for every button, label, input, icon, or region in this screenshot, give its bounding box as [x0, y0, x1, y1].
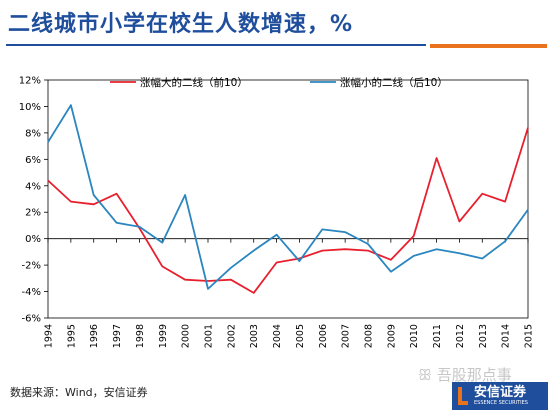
legend-label: 涨幅小的二线（后10）	[340, 76, 448, 89]
x-tick-label: 2007	[341, 324, 352, 348]
x-tick-label: 2000	[181, 324, 192, 348]
series-line-bottom10	[47, 104, 529, 290]
logo-mark-icon	[458, 387, 468, 405]
x-tick-label: 2013	[478, 324, 489, 348]
y-tick-label: 4%	[25, 181, 41, 192]
title-rule-accent	[430, 44, 547, 48]
x-tick-label: 2010	[409, 324, 420, 348]
data-source: 数据来源：Wind，安信证券	[10, 386, 148, 399]
x-tick-label: 2012	[455, 324, 466, 348]
y-tick-label: 8%	[25, 128, 41, 139]
x-tick-label: 1998	[135, 324, 146, 348]
series-line-top10	[47, 127, 529, 294]
watermark: ꕥ 吾股那点事	[418, 366, 512, 384]
x-tick-label: 1997	[112, 324, 123, 348]
x-tick-label: 2008	[364, 324, 375, 348]
x-tick-label: 2004	[272, 324, 283, 348]
y-tick-label: 10%	[19, 102, 41, 113]
y-tick-label: 2%	[25, 208, 41, 219]
y-tick-label: 6%	[25, 155, 41, 166]
x-tick-label: 2006	[318, 324, 329, 348]
y-tick-label: -6%	[22, 314, 41, 325]
x-tick-label: 2001	[204, 324, 215, 348]
chart-title: 二线城市小学在校生人数增速，%	[8, 12, 354, 37]
x-tick-label: 2003	[249, 324, 260, 348]
x-tick-label: 1996	[89, 324, 100, 348]
x-tick-label: 1994	[44, 324, 55, 348]
title-rule	[6, 44, 426, 46]
x-tick-label: 2009	[386, 324, 397, 348]
x-tick-label: 2005	[295, 324, 306, 348]
x-tick-label: 2014	[501, 324, 512, 348]
y-tick-label: -2%	[22, 261, 41, 272]
logo-name-en: ESSENCE SECURITIES	[474, 400, 528, 406]
x-tick-label: 2015	[524, 324, 535, 348]
x-tick-label: 2011	[432, 324, 443, 348]
y-tick-label: 0%	[25, 234, 41, 245]
legend-label: 涨幅大的二线（前10）	[140, 76, 248, 89]
x-tick-label: 1995	[66, 324, 77, 348]
y-tick-label: -4%	[22, 287, 41, 298]
line-chart: 12% 10% 8% 6% 4% 2% 0% -2% -4% -6%1994 1995 1996 199…	[19, 76, 535, 349]
y-tick-label: 12%	[19, 76, 41, 87]
plot-frame	[47, 79, 529, 319]
x-tick-label: 1999	[158, 324, 169, 348]
company-logo: 安信证券 ESSENCE SECURITIES	[452, 382, 548, 410]
x-tick-label: 2002	[226, 324, 237, 348]
logo-name-cn: 安信证券	[474, 385, 527, 400]
